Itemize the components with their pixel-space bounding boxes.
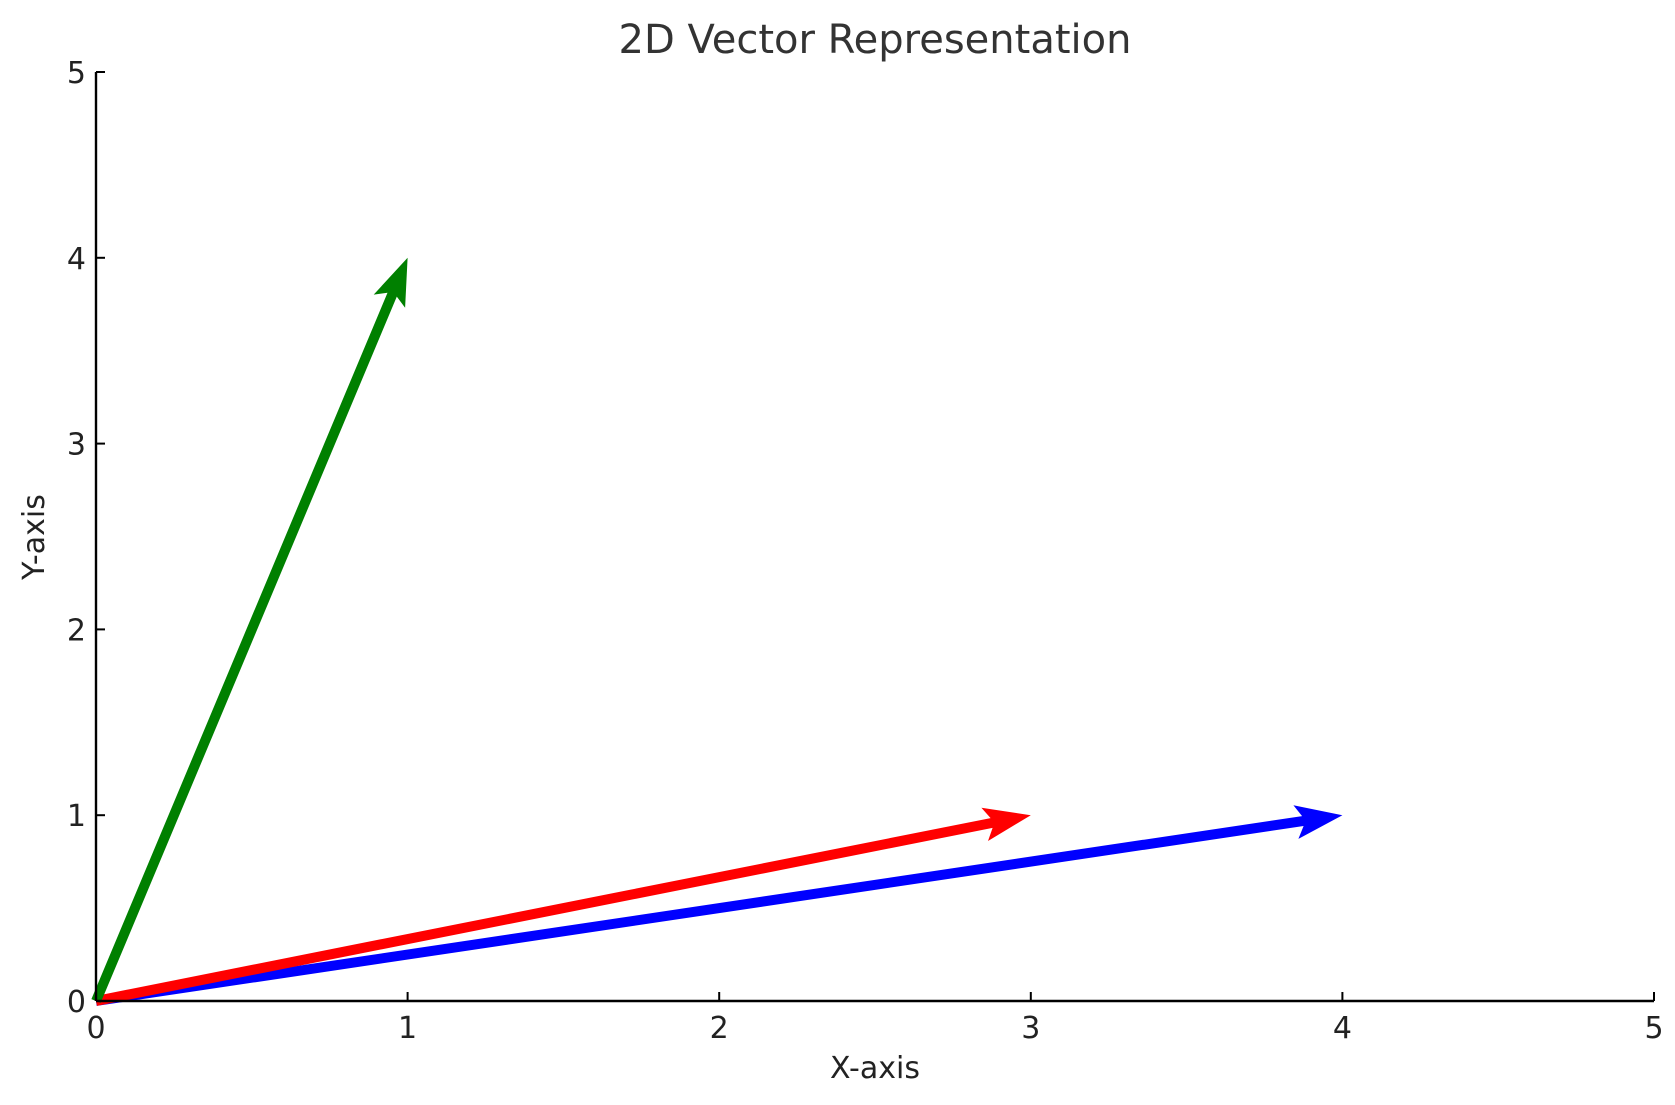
x-tick-label: 0 xyxy=(86,1011,105,1046)
x-tick-label: 5 xyxy=(1644,1011,1663,1046)
x-ticks: 0 1 2 3 4 5 xyxy=(86,992,1664,1046)
vector-arrow-3 xyxy=(91,257,408,1003)
x-tick-label: 2 xyxy=(710,1011,729,1046)
y-tick-label: 1 xyxy=(67,799,86,834)
y-tick-label: 0 xyxy=(67,985,86,1020)
x-tick-label: 1 xyxy=(398,1011,417,1046)
y-ticks: 0 1 2 3 4 5 xyxy=(67,56,105,1020)
y-tick-label: 3 xyxy=(67,428,86,463)
x-axis-label: X-axis xyxy=(830,1051,920,1086)
vector-arrow-1 xyxy=(95,805,1343,1006)
chart-title: 2D Vector Representation xyxy=(619,17,1132,63)
x-tick-label: 3 xyxy=(1021,1011,1040,1046)
x-tick-label: 4 xyxy=(1333,1011,1352,1046)
y-tick-label: 4 xyxy=(67,242,86,277)
vector-arrow-2 xyxy=(95,807,1031,1006)
y-tick-label: 5 xyxy=(67,56,86,91)
y-axis-label: Y-axis xyxy=(17,494,52,581)
y-tick-label: 2 xyxy=(67,613,86,648)
vectors-layer xyxy=(91,257,1343,1006)
